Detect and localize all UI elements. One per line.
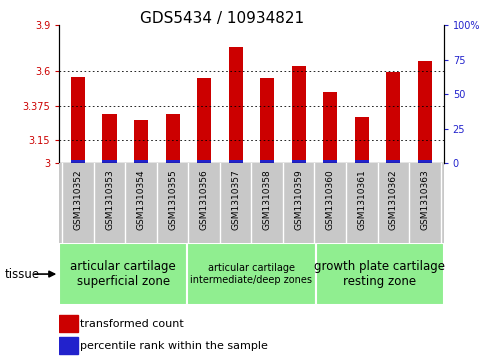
Bar — [166, 114, 180, 163]
Bar — [187, 243, 316, 305]
Bar — [59, 243, 187, 305]
Bar — [386, 160, 400, 163]
Text: growth plate cartilage
resting zone: growth plate cartilage resting zone — [314, 260, 445, 288]
Text: GSM1310352: GSM1310352 — [73, 170, 82, 231]
Text: GSM1310354: GSM1310354 — [137, 170, 145, 231]
Bar — [103, 160, 117, 163]
Text: GSM1310359: GSM1310359 — [294, 170, 303, 231]
Bar — [292, 160, 306, 163]
Bar — [103, 114, 117, 163]
Bar — [260, 78, 274, 163]
Text: GSM1310357: GSM1310357 — [231, 170, 240, 231]
Text: GSM1310353: GSM1310353 — [105, 170, 114, 231]
Bar — [229, 160, 243, 163]
Bar — [260, 160, 274, 163]
Text: GSM1310356: GSM1310356 — [200, 170, 209, 231]
Bar — [197, 78, 211, 163]
Text: GSM1310358: GSM1310358 — [263, 170, 272, 231]
Bar — [386, 72, 400, 163]
Bar — [323, 160, 337, 163]
Bar — [197, 160, 211, 163]
Bar — [71, 77, 85, 163]
Text: percentile rank within the sample: percentile rank within the sample — [80, 341, 268, 351]
Bar — [134, 121, 148, 163]
Bar — [292, 66, 306, 163]
Bar — [418, 160, 432, 163]
Bar — [59, 337, 77, 354]
Text: GSM1310362: GSM1310362 — [389, 170, 398, 231]
Bar — [229, 47, 243, 163]
Text: articular cartilage
intermediate/deep zones: articular cartilage intermediate/deep zo… — [190, 263, 313, 285]
Text: transformed count: transformed count — [80, 319, 184, 329]
Bar — [323, 92, 337, 163]
Text: GDS5434 / 10934821: GDS5434 / 10934821 — [140, 11, 304, 26]
Bar — [71, 160, 85, 163]
Text: GSM1310355: GSM1310355 — [168, 170, 177, 231]
Bar — [354, 117, 369, 163]
Text: GSM1310360: GSM1310360 — [326, 170, 335, 231]
Text: articular cartilage
superficial zone: articular cartilage superficial zone — [70, 260, 176, 288]
Bar — [134, 160, 148, 163]
Text: tissue: tissue — [5, 268, 40, 281]
Bar — [166, 160, 180, 163]
Bar — [354, 160, 369, 163]
Text: GSM1310361: GSM1310361 — [357, 170, 366, 231]
Bar — [59, 315, 77, 332]
Bar — [316, 243, 444, 305]
Text: GSM1310363: GSM1310363 — [421, 170, 429, 231]
Bar — [418, 61, 432, 163]
